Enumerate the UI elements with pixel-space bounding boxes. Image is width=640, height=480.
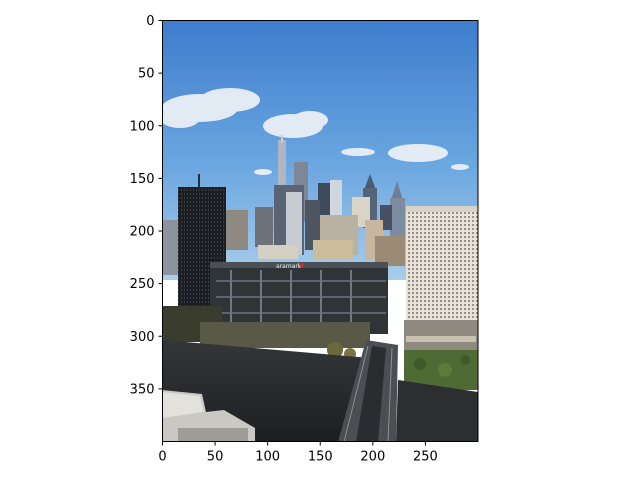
y-tick-label: 150 — [130, 172, 155, 187]
x-axis: 0 50 100 150 200 250 — [158, 441, 438, 465]
clouds — [162, 88, 469, 175]
y-tick-label: 250 — [130, 277, 155, 292]
x-tick-label: 150 — [308, 450, 333, 465]
y-tick-label: 300 — [130, 330, 155, 345]
mid-buildings — [162, 185, 405, 275]
y-tick-label: 350 — [130, 382, 155, 397]
x-tick-label: 200 — [360, 450, 385, 465]
y-axis: 0 50 100 150 200 250 300 350 — [130, 14, 163, 397]
y-tick-label: 100 — [130, 119, 155, 134]
residential-tower — [406, 210, 478, 322]
x-tick-label: 50 — [207, 450, 224, 465]
x-tick-label: 100 — [255, 450, 280, 465]
skyline-photo: aramark — [162, 20, 478, 442]
x-tick-label: 0 — [158, 450, 166, 465]
y-tick-label: 0 — [146, 14, 154, 29]
y-tick-label: 50 — [138, 67, 155, 82]
y-tick-label: 200 — [130, 225, 155, 240]
aramark-sign: aramark — [276, 263, 302, 270]
x-tick-label: 250 — [413, 450, 438, 465]
